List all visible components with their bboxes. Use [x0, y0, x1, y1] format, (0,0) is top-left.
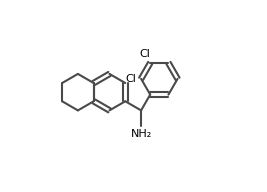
Text: Cl: Cl — [125, 74, 136, 84]
Text: NH₂: NH₂ — [131, 129, 152, 139]
Text: Cl: Cl — [139, 49, 150, 59]
